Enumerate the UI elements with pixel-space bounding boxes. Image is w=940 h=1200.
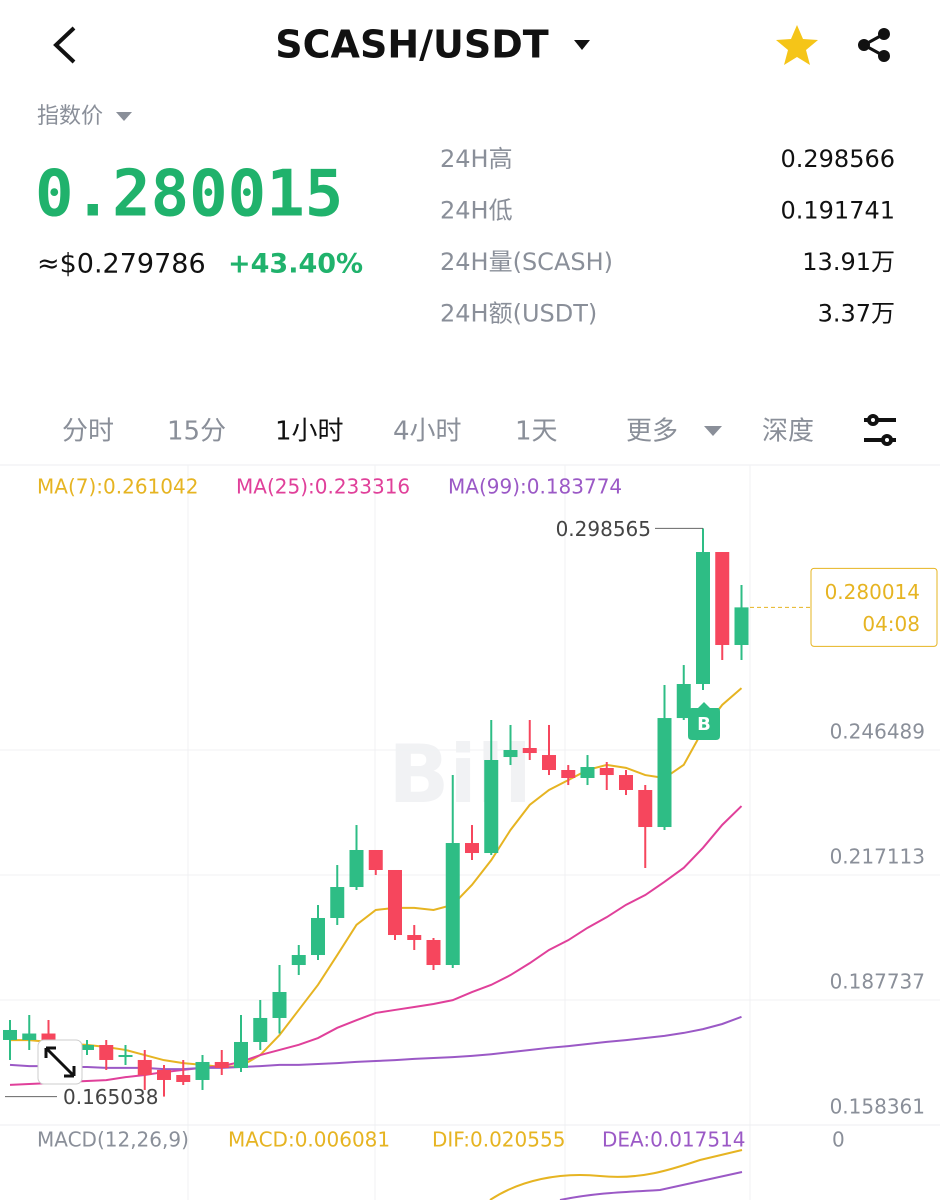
last-price-box <box>810 567 938 647</box>
y-tick-label: 0.217113 <box>830 845 925 869</box>
candle-body <box>638 790 653 828</box>
candle-body <box>734 607 749 645</box>
share-icon[interactable] <box>858 28 890 62</box>
candle-body <box>465 843 479 854</box>
ma-line <box>9 1015 742 1071</box>
ma-line <box>10 687 743 1068</box>
candle-body <box>253 1017 268 1042</box>
candle-body <box>657 718 672 828</box>
timeframe-tab[interactable]: 分时 <box>62 417 114 447</box>
stat-value: 0.298566 <box>780 145 895 173</box>
legend-entry: MA(25):0.233316 <box>236 475 410 499</box>
candle-body <box>137 1059 152 1076</box>
timeframe-tab[interactable]: 1小时 <box>275 417 344 447</box>
candle-body <box>41 1033 56 1040</box>
stat-value: 13.91万 <box>802 248 895 276</box>
candle-body <box>176 1075 191 1082</box>
candle-body <box>484 760 499 854</box>
price-dropdown[interactable] <box>116 112 132 121</box>
timeframe-tab[interactable]: 深度 <box>762 417 814 447</box>
candle-body <box>311 917 325 956</box>
candle-body <box>3 1029 17 1040</box>
stat-value: 0.191741 <box>780 197 895 225</box>
candle-body <box>22 1033 37 1040</box>
candle-body <box>349 849 364 888</box>
candle-body <box>214 1061 229 1068</box>
pair-dropdown[interactable] <box>574 40 590 50</box>
candle-body <box>157 1069 171 1080</box>
candle-body <box>234 1041 248 1068</box>
candle-body <box>388 869 402 936</box>
stats: 24H高 0.298566 24H低 0.191741 24H量(SCASH) 13.91… <box>440 145 895 328</box>
candle-body <box>503 750 518 758</box>
timeframe-tab[interactable]: 更多 <box>626 417 678 447</box>
candle-body <box>80 1045 94 1050</box>
watermark: Bill <box>388 728 531 821</box>
last-price-label: 0.280014 <box>825 580 920 604</box>
candle-body <box>426 939 441 966</box>
candle-body <box>330 887 345 918</box>
buy-marker: B <box>697 714 711 735</box>
candle-body <box>696 552 710 685</box>
back-button[interactable] <box>53 26 76 64</box>
stat-label: 24H高 <box>440 145 513 173</box>
dif-line <box>489 1149 743 1200</box>
dea-line <box>559 1171 743 1200</box>
candle-body <box>445 843 460 966</box>
y-tick-label: 0.187737 <box>830 970 925 994</box>
settings-icon[interactable] <box>864 414 896 446</box>
candle-body <box>676 684 691 719</box>
candle-body <box>368 849 383 870</box>
timeframe-tab[interactable]: 4小时 <box>393 417 462 447</box>
candle-body <box>619 775 633 791</box>
candle-body <box>542 755 556 771</box>
more-dropdown[interactable] <box>704 426 722 436</box>
candle-body <box>407 935 422 940</box>
countdown: 04:08 <box>862 612 920 636</box>
candle-body <box>715 552 730 645</box>
ma-line <box>9 805 743 1086</box>
price-label[interactable]: 指数价 <box>37 104 103 129</box>
dif-value: DIF:0.020555 <box>432 1128 565 1152</box>
pair-title[interactable]: SCASH/USDT <box>275 23 548 67</box>
macd-value: MACD:0.006081 <box>228 1128 390 1152</box>
y-tick-label: 0.158361 <box>830 1095 925 1119</box>
candle-body <box>99 1045 114 1060</box>
candle-body <box>561 770 576 779</box>
legend-entry: MA(99):0.183774 <box>448 475 622 499</box>
buy-marker-bg <box>688 702 720 740</box>
favorite-star[interactable] <box>776 25 818 65</box>
macd-title: MACD(12,26,9) <box>37 1128 189 1152</box>
candle-body <box>522 748 537 754</box>
candle-body <box>291 955 306 966</box>
stat-label: 24H量(SCASH) <box>440 248 613 276</box>
chart: Bill 0.246489 0.217113 0.187737 0.158361 0.2… <box>0 465 940 1200</box>
max-label: 0.298565 <box>556 517 651 541</box>
last-price: 0.280015 <box>35 158 343 232</box>
candle-body <box>599 768 614 776</box>
tabs: 分时 15分 1小时 4小时 1天 更多 深度 <box>62 417 814 447</box>
candle-body <box>118 1055 133 1058</box>
candle-body <box>580 767 595 779</box>
fullscreen-icon <box>44 1046 76 1078</box>
macd-zero: 0 <box>832 1128 845 1152</box>
stat-label: 24H额(USDT) <box>440 300 597 328</box>
candle-body <box>195 1061 210 1080</box>
timeframe-tab[interactable]: 1天 <box>515 417 558 447</box>
dea-value: DEA:0.017514 <box>602 1128 746 1152</box>
stat-value: 3.37万 <box>818 300 895 328</box>
legend-entry: MA(7):0.261042 <box>37 475 198 499</box>
candle-body <box>272 991 287 1018</box>
usd-price: ≈$0.279786 <box>37 249 206 280</box>
change: +43.40% <box>228 249 363 280</box>
stat-label: 24H低 <box>440 197 513 225</box>
timeframe-tab[interactable]: 15分 <box>167 417 226 447</box>
min-label: 0.165038 <box>63 1085 158 1109</box>
y-tick-label: 0.246489 <box>830 720 925 744</box>
